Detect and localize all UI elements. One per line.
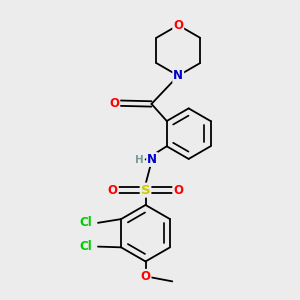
Text: O: O xyxy=(109,97,119,110)
Text: N: N xyxy=(173,69,183,82)
Text: O: O xyxy=(173,184,183,196)
Text: O: O xyxy=(108,184,118,196)
Text: O: O xyxy=(173,19,183,32)
Text: H: H xyxy=(135,154,143,164)
Text: N: N xyxy=(147,153,157,166)
Text: O: O xyxy=(140,270,151,283)
Text: Cl: Cl xyxy=(80,240,92,253)
Text: Cl: Cl xyxy=(80,216,92,229)
Text: S: S xyxy=(141,184,150,196)
